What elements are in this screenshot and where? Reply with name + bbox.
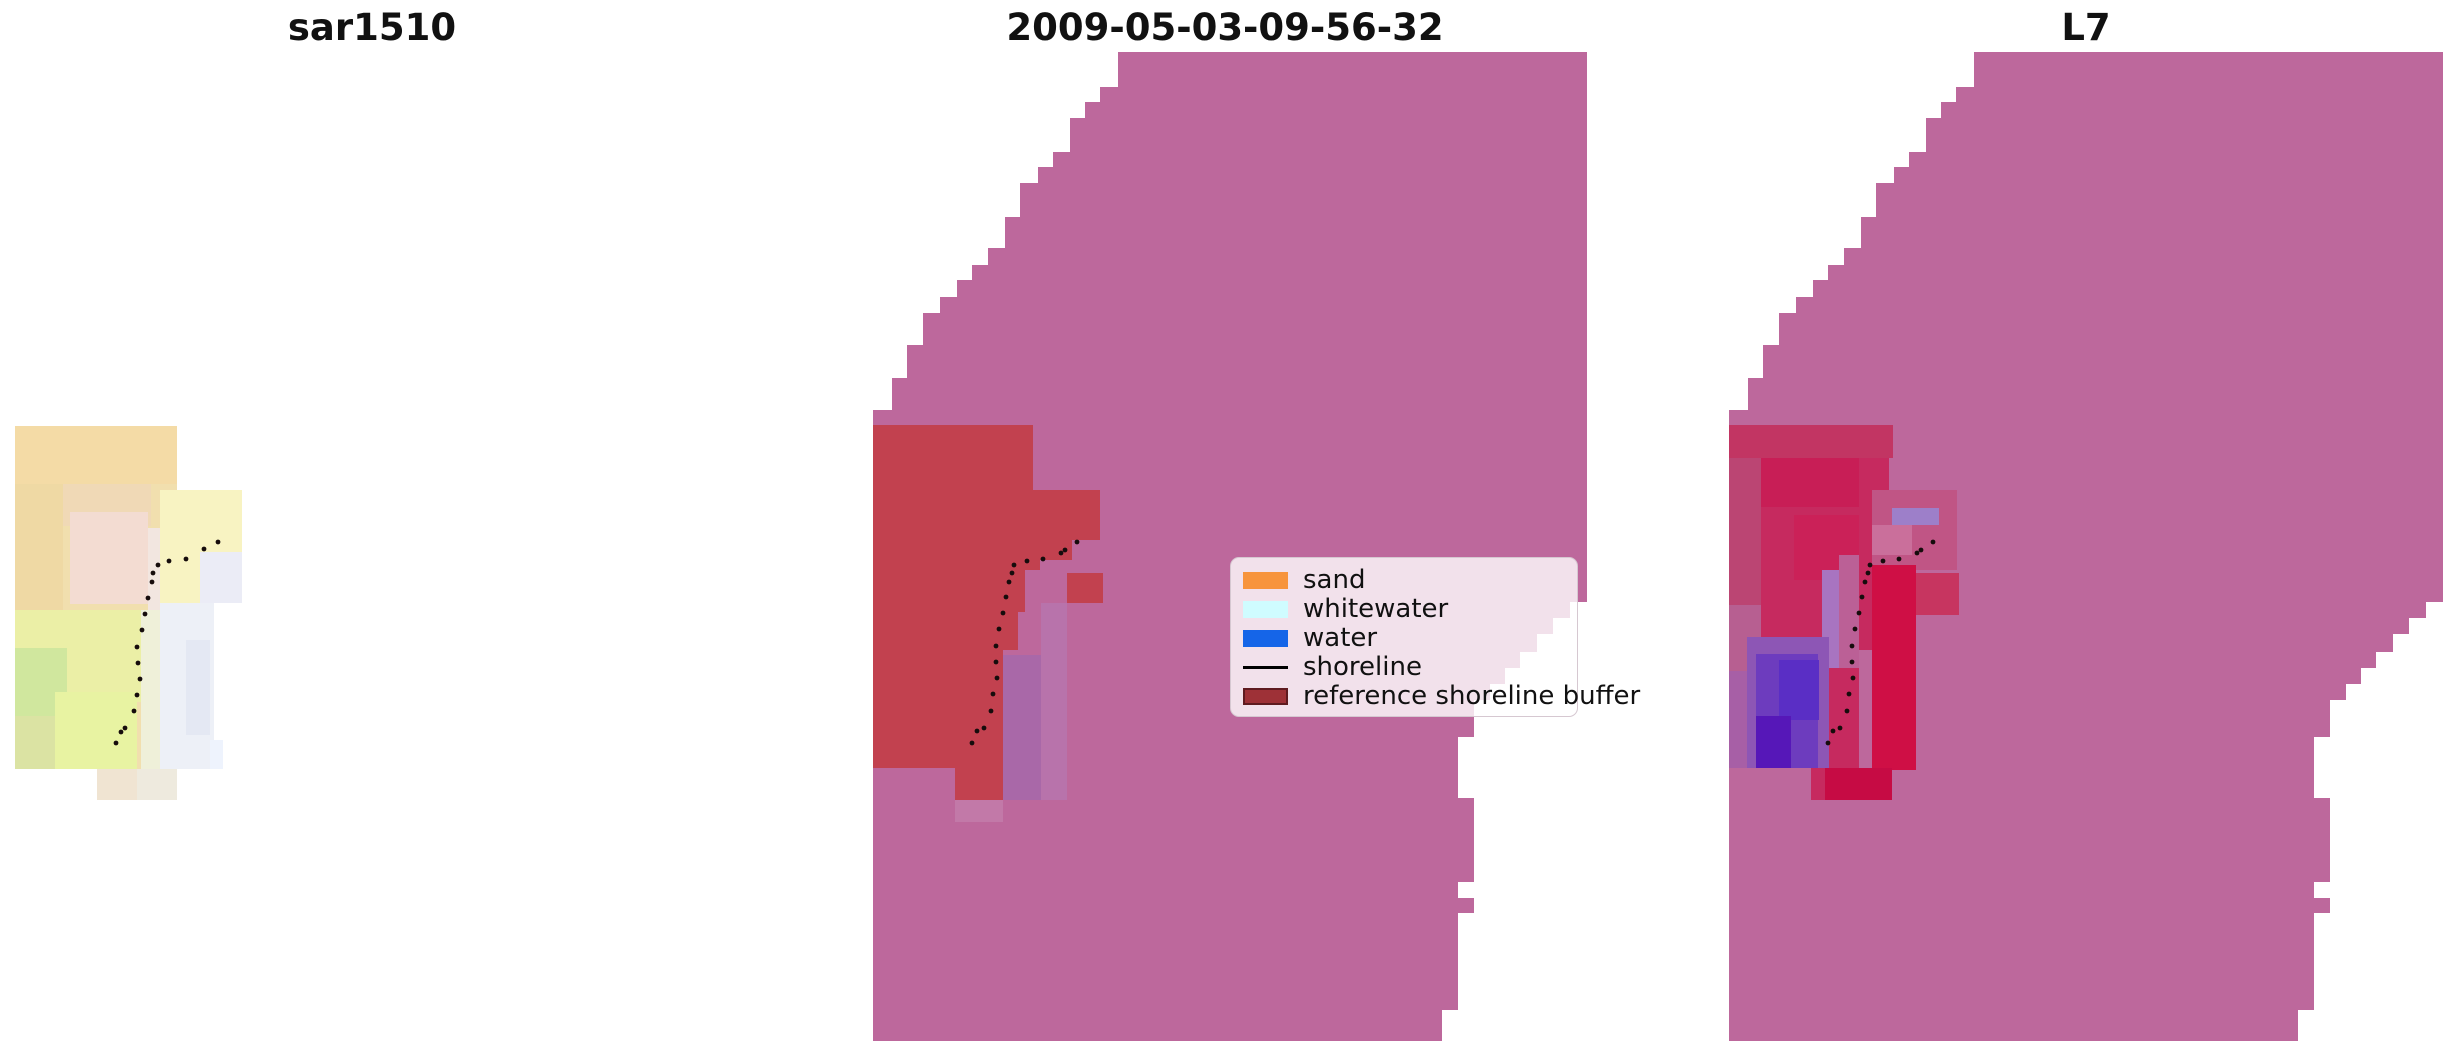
panel-title-sar1510: sar1510	[287, 6, 457, 49]
sand-swatch-icon	[1243, 572, 1288, 589]
legend-entry-shoreline: shoreline	[1243, 653, 1565, 682]
legend-label: sand	[1303, 565, 1366, 595]
shoreline-line-icon	[1243, 659, 1288, 676]
panel-title-date: 2009-05-03-09-56-32	[1006, 6, 1444, 49]
panel-title-l7: L7	[2061, 6, 2111, 49]
legend-label: shoreline	[1303, 652, 1422, 682]
panel-l7-image	[1729, 52, 2443, 1041]
legend-entry-water: water	[1243, 624, 1565, 653]
legend-label: whitewater	[1303, 594, 1449, 624]
water-swatch-icon	[1243, 630, 1288, 647]
legend-label: water	[1303, 623, 1378, 653]
whitewater-swatch-icon	[1243, 601, 1288, 618]
legend-entry-reference-buffer: reference shoreline buffer	[1243, 682, 1640, 711]
panel-sar1510-image	[15, 426, 242, 800]
legend-entry-whitewater: whitewater	[1243, 595, 1565, 624]
reference-buffer-swatch-icon	[1243, 688, 1288, 705]
legend-box: sand whitewater water shoreline referenc…	[1230, 557, 1640, 717]
legend-label: reference shoreline buffer	[1303, 681, 1641, 711]
panel-2009-05-03-image	[873, 52, 1587, 1041]
legend-entry-sand: sand	[1243, 566, 1565, 595]
